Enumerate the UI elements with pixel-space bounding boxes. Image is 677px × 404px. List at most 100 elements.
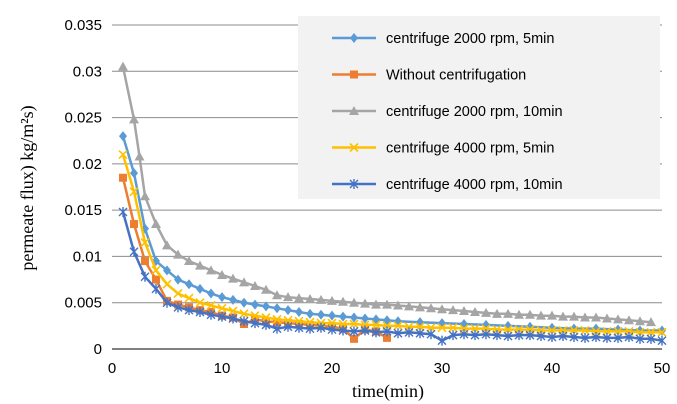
data-point	[404, 301, 414, 311]
data-point	[569, 325, 579, 336]
x-axis-title: time(min)	[352, 381, 424, 402]
data-point	[195, 260, 205, 270]
data-point	[383, 333, 391, 342]
data-point	[525, 330, 535, 341]
data-point	[635, 327, 645, 337]
data-point	[547, 310, 557, 320]
y-tick-label: 0.015	[64, 202, 102, 219]
data-point	[206, 265, 216, 275]
data-point	[173, 288, 183, 299]
data-point	[273, 318, 281, 327]
x-tick-label: 20	[324, 360, 341, 377]
legend-marker	[350, 70, 358, 79]
legend-label: centrifuge 2000 rpm, 10min	[386, 104, 563, 120]
data-point	[306, 308, 314, 319]
data-point	[426, 329, 436, 340]
data-point	[470, 306, 480, 316]
x-tick-label: 40	[544, 360, 561, 377]
data-point	[393, 328, 403, 339]
data-point	[635, 316, 645, 326]
data-point	[119, 173, 127, 182]
data-point	[316, 322, 326, 333]
data-point	[393, 321, 403, 331]
x-tick-label: 50	[654, 360, 671, 377]
data-point	[196, 283, 204, 294]
data-point	[239, 309, 249, 319]
data-point	[262, 301, 270, 312]
data-point	[272, 290, 282, 300]
data-point	[316, 294, 326, 304]
data-point	[327, 295, 337, 305]
data-point	[151, 219, 161, 229]
data-point	[569, 311, 579, 321]
data-point	[657, 327, 667, 337]
data-point	[536, 310, 546, 320]
data-point	[349, 297, 359, 307]
series-3	[118, 61, 656, 327]
data-point	[118, 61, 128, 71]
data-point	[646, 327, 656, 337]
data-point	[141, 257, 149, 266]
data-point	[547, 325, 557, 336]
data-point	[404, 327, 414, 338]
data-point	[184, 305, 194, 316]
data-point	[580, 332, 590, 343]
data-point	[273, 303, 281, 314]
data-point	[350, 334, 358, 343]
data-point	[338, 296, 348, 306]
data-point	[295, 306, 303, 317]
data-point	[503, 308, 513, 318]
data-point	[371, 320, 381, 330]
data-point	[173, 249, 183, 259]
data-point	[503, 324, 513, 335]
data-point	[382, 326, 392, 337]
y-tick-label: 0.03	[73, 63, 102, 80]
data-point	[217, 311, 227, 322]
axes: 0 0.005 0.01 0.015 0.02 0.025 0.03 0.035 0 10 20 30…	[64, 17, 670, 377]
data-point	[525, 309, 535, 319]
legend-label: centrifuge 4000 rpm, 10min	[386, 177, 563, 193]
data-point	[624, 315, 634, 325]
data-point	[338, 319, 348, 329]
data-point	[217, 303, 227, 313]
data-point	[481, 307, 491, 317]
data-point	[240, 297, 248, 308]
data-point	[426, 303, 436, 313]
data-point	[184, 256, 194, 266]
data-point	[163, 265, 171, 276]
data-point	[305, 323, 315, 334]
data-point	[129, 114, 139, 124]
data-point	[492, 308, 502, 318]
data-point	[129, 246, 139, 257]
data-point	[228, 313, 238, 324]
data-point	[339, 311, 347, 322]
data-point	[250, 281, 260, 291]
y-axis-title: permeate flux) kg/m²s)	[17, 105, 38, 270]
data-point	[328, 310, 336, 321]
y-tick-label: 0	[94, 341, 102, 358]
data-point	[195, 306, 205, 317]
series-line	[121, 154, 662, 334]
data-point	[207, 288, 215, 299]
data-point	[459, 329, 469, 340]
x-tick-label: 30	[434, 360, 451, 377]
data-point	[152, 275, 160, 284]
data-point	[514, 309, 524, 319]
legend: centrifuge 2000 rpm, 5min Without centrif…	[298, 16, 660, 199]
data-point	[613, 332, 623, 343]
series-4	[118, 150, 667, 337]
data-point	[185, 279, 193, 290]
data-point	[218, 292, 226, 303]
data-point	[448, 323, 458, 333]
series-line	[121, 211, 663, 342]
data-point	[558, 311, 568, 321]
series-5	[118, 206, 667, 346]
data-point	[657, 335, 667, 346]
data-point	[558, 331, 568, 342]
legend-entry: centrifuge 2000 rpm, 5min	[332, 31, 554, 47]
data-point	[305, 294, 315, 304]
data-point	[294, 322, 304, 333]
data-point	[272, 314, 282, 324]
data-point	[184, 293, 194, 303]
